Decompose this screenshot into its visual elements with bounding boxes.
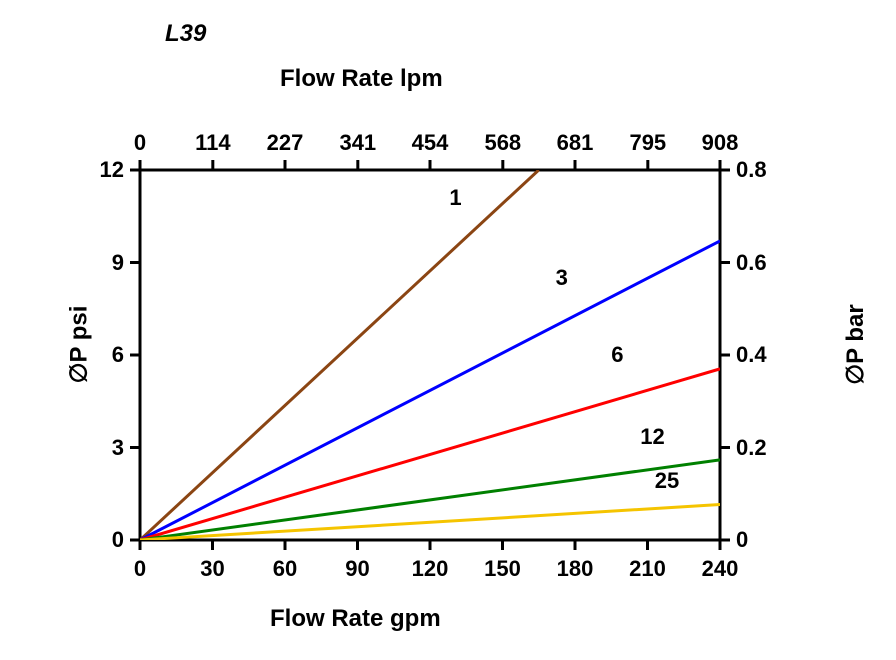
tick-label: 60 [255, 556, 315, 582]
tick-label: 0.4 [736, 342, 796, 368]
tick-label: 341 [328, 130, 388, 156]
tick-label: 90 [328, 556, 388, 582]
tick-label: 150 [473, 556, 533, 582]
series-label: 12 [640, 424, 664, 450]
tick-label: 180 [545, 556, 605, 582]
series-line [140, 170, 539, 540]
tick-label: 120 [400, 556, 460, 582]
tick-label: 568 [473, 130, 533, 156]
tick-label: 681 [545, 130, 605, 156]
tick-label: 0.8 [736, 157, 796, 183]
tick-label: 0.6 [736, 250, 796, 276]
tick-label: 3 [74, 435, 124, 461]
series-line [140, 369, 720, 540]
series-label: 3 [556, 265, 568, 291]
series-line [140, 241, 720, 540]
tick-label: 210 [618, 556, 678, 582]
tick-label: 6 [74, 342, 124, 368]
series-label: 1 [449, 185, 461, 211]
series-label: 6 [611, 342, 623, 368]
series-line [140, 460, 720, 540]
tick-label: 240 [690, 556, 750, 582]
tick-label: 0 [736, 527, 796, 553]
tick-label: 227 [255, 130, 315, 156]
series-label: 25 [655, 468, 679, 494]
tick-label: 908 [690, 130, 750, 156]
tick-label: 12 [74, 157, 124, 183]
tick-label: 795 [618, 130, 678, 156]
chart-container: L39 Flow Rate lpm Flow Rate gpm ∅P psi ∅… [0, 0, 896, 660]
tick-label: 30 [183, 556, 243, 582]
tick-label: 114 [183, 130, 243, 156]
tick-label: 0 [74, 527, 124, 553]
tick-label: 0 [110, 556, 170, 582]
tick-label: 0.2 [736, 435, 796, 461]
tick-label: 0 [110, 130, 170, 156]
tick-label: 9 [74, 250, 124, 276]
tick-label: 454 [400, 130, 460, 156]
series-line [140, 505, 720, 540]
